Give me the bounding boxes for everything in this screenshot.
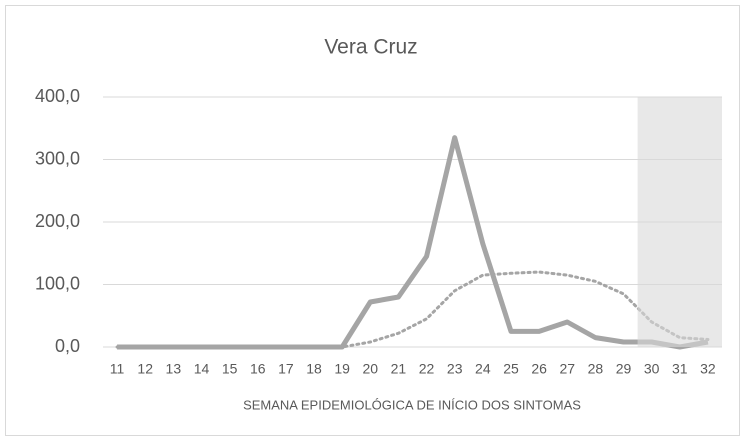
x-tick-label: 18 (306, 361, 322, 377)
x-tick-label: 22 (419, 361, 435, 377)
x-tick-label: 13 (166, 361, 182, 377)
x-tick-label: 32 (700, 361, 716, 377)
chart-title: Vera Cruz (324, 36, 417, 59)
x-tick-label: 21 (391, 361, 407, 377)
y-tick-label: 0,0 (55, 336, 80, 356)
x-tick-label: 17 (278, 361, 294, 377)
x-tick-label: 29 (616, 361, 632, 377)
shaded-region (637, 97, 722, 347)
y-tick-label: 100,0 (35, 273, 80, 293)
x-tick-label: 31 (672, 361, 688, 377)
x-tick-label: 26 (531, 361, 547, 377)
x-tick-label: 15 (222, 361, 238, 377)
x-tick-label: 11 (110, 361, 125, 377)
y-tick-label: 300,0 (35, 148, 80, 168)
y-tick-label: 200,0 (35, 211, 80, 231)
x-tick-label: 14 (194, 361, 210, 377)
x-tick-label: 16 (250, 361, 266, 377)
x-axis-label: SEMANA EPIDEMIOLÓGICA DE INÍCIO DOS SINT… (243, 397, 581, 412)
y-tick-label: 400,0 (35, 86, 80, 106)
chart-frame (5, 5, 740, 436)
x-tick-label: 30 (644, 361, 660, 377)
solid-line (117, 135, 709, 350)
x-tick-label: 28 (588, 361, 604, 377)
x-tick-label: 27 (559, 361, 575, 377)
x-tick-label: 23 (447, 361, 463, 377)
x-tick-label: 20 (363, 361, 379, 377)
x-tick-label: 25 (503, 361, 519, 377)
x-tick-label: 24 (475, 361, 491, 377)
x-tick-label: 12 (137, 361, 153, 377)
x-tick-label: 19 (334, 361, 350, 377)
